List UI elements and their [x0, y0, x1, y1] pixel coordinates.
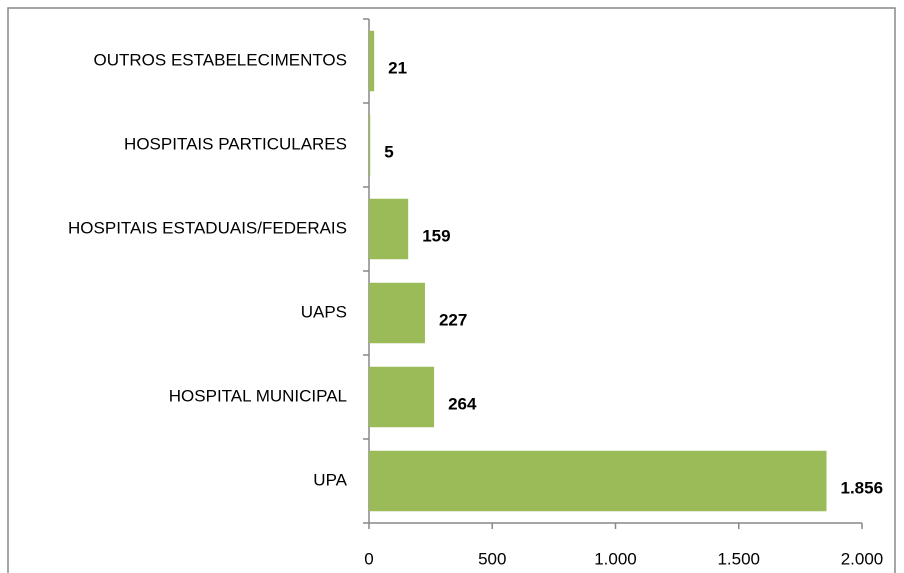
value-label: 1.856	[841, 478, 884, 497]
y-tick-label: UPA	[313, 470, 347, 489]
y-tick-label: HOSPITAIS PARTICULARES	[124, 134, 347, 153]
y-tick-label: HOSPITAIS ESTADUAIS/FEDERAIS	[68, 218, 347, 237]
value-label: 5	[384, 142, 393, 161]
value-label: 264	[448, 394, 477, 413]
value-label: 227	[439, 310, 467, 329]
bar	[369, 114, 371, 176]
x-tick-label: 500	[478, 549, 506, 568]
bar	[369, 282, 425, 344]
y-tick-label: HOSPITAL MUNICIPAL	[169, 386, 347, 405]
x-tick-label: 0	[364, 549, 373, 568]
bar	[369, 30, 375, 92]
value-label: 21	[388, 58, 407, 77]
bar	[369, 366, 435, 428]
x-tick-label: 1.500	[717, 549, 760, 568]
x-tick-label: 2.000	[841, 549, 884, 568]
y-tick-label: OUTROS ESTABELECIMENTOS	[94, 50, 347, 69]
chart-border	[7, 7, 896, 573]
y-tick-label: UAPS	[301, 302, 347, 321]
bar	[369, 450, 827, 512]
bar	[369, 198, 409, 260]
x-tick-label: 1.000	[594, 549, 637, 568]
value-label: 159	[422, 226, 450, 245]
